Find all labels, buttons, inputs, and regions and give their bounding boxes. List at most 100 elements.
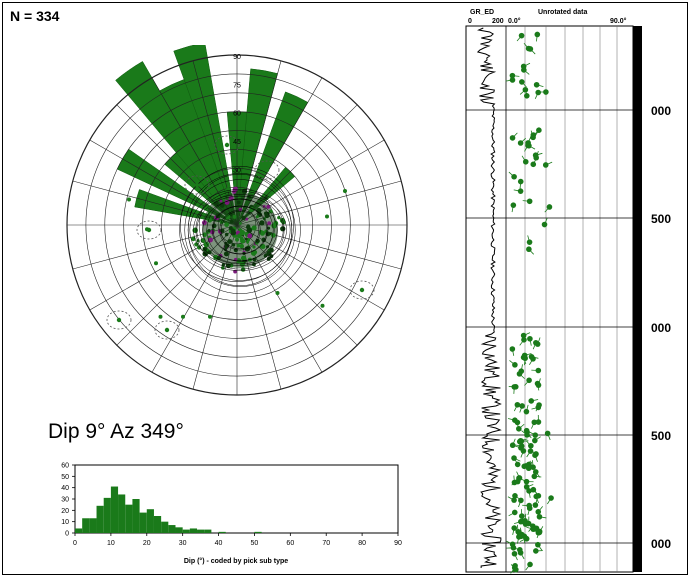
tadpole-head bbox=[519, 403, 525, 409]
histogram-bar bbox=[153, 516, 162, 533]
pole-point bbox=[245, 224, 251, 230]
tadpole-head bbox=[511, 384, 518, 390]
dip-histogram: 0 10 20 30 40 50 60 0 10 20 30 40 50 60 70 80 90 Dip (°… bbox=[61, 463, 402, 566]
depth-label: 500 bbox=[651, 429, 671, 443]
histogram-bar bbox=[254, 531, 262, 533]
outlier-contour bbox=[214, 135, 240, 155]
outlier-contour bbox=[349, 280, 375, 300]
tadpole-head bbox=[532, 502, 539, 508]
histogram-bar bbox=[139, 512, 147, 533]
pole-point bbox=[244, 237, 248, 241]
tadpole-head bbox=[533, 81, 540, 88]
density-contour bbox=[220, 210, 260, 250]
tadpole-head bbox=[517, 188, 524, 194]
pole-point bbox=[271, 232, 276, 238]
pole-point bbox=[225, 214, 231, 220]
outlier-contour bbox=[254, 160, 280, 180]
tadpole-head bbox=[543, 89, 549, 95]
pole-point bbox=[240, 267, 246, 272]
tadpole-head bbox=[533, 339, 539, 346]
histogram-bar bbox=[161, 521, 169, 533]
pole-point bbox=[219, 199, 223, 203]
pole-point bbox=[245, 217, 249, 221]
outlier-point bbox=[359, 287, 365, 293]
histogram-y-ticks: 0 10 20 30 40 50 60 bbox=[61, 463, 75, 538]
pole-point bbox=[268, 209, 273, 214]
pole-point bbox=[238, 207, 243, 212]
tadpole-head bbox=[532, 432, 539, 438]
density-contour bbox=[195, 190, 285, 270]
outlier-point bbox=[145, 227, 149, 232]
rose-petal bbox=[173, 45, 238, 226]
tadpole-head bbox=[509, 77, 516, 83]
histogram-bar bbox=[197, 529, 205, 533]
tadpole-head bbox=[522, 158, 529, 165]
pole-point bbox=[220, 228, 225, 233]
outlier-point bbox=[320, 303, 325, 308]
outlier-point bbox=[158, 314, 163, 319]
histogram-bar bbox=[146, 509, 154, 533]
outlier-point bbox=[325, 214, 329, 219]
image-log-panel: GR_ED 0 200 0.0° Unrotated data 90.0° 00… bbox=[465, 9, 671, 574]
tadpole-head bbox=[518, 368, 525, 375]
gr-scale-max: 200 bbox=[492, 18, 504, 25]
tadpole-head bbox=[511, 509, 518, 516]
tadpole-head bbox=[531, 419, 538, 426]
pole-point bbox=[241, 188, 248, 194]
pole-point bbox=[247, 195, 251, 199]
tadpole-head bbox=[523, 484, 530, 490]
tadpole-head bbox=[528, 442, 534, 449]
tadpole-head bbox=[530, 486, 537, 493]
pole-point bbox=[252, 245, 256, 249]
tadpole-head bbox=[518, 497, 524, 504]
tadpole-head bbox=[520, 332, 527, 339]
dip-track-title: Unrotated data bbox=[538, 9, 588, 16]
rose-ring-label: 45 bbox=[233, 139, 241, 146]
density-contour bbox=[219, 209, 261, 251]
tadpole-head bbox=[514, 401, 521, 408]
x-tick-label: 50 bbox=[251, 540, 259, 547]
density-contour bbox=[187, 173, 293, 287]
pole-point bbox=[221, 196, 226, 202]
pole-point bbox=[221, 263, 226, 267]
outlier-point bbox=[264, 167, 270, 173]
tadpole-head bbox=[509, 346, 516, 352]
tadpole-head bbox=[513, 566, 519, 573]
pole-point bbox=[207, 211, 211, 215]
tadpole-head bbox=[526, 198, 533, 205]
depth-label: 000 bbox=[651, 321, 671, 335]
outlier-point bbox=[116, 317, 122, 323]
tadpole-head bbox=[532, 437, 538, 444]
density-contour bbox=[179, 166, 301, 294]
tadpole-head bbox=[521, 337, 527, 343]
pole-point bbox=[224, 244, 229, 249]
density-contour bbox=[211, 205, 269, 255]
pole-point bbox=[224, 222, 230, 228]
tadpole-head bbox=[548, 495, 554, 501]
tadpole-head bbox=[535, 541, 541, 548]
pole-point bbox=[249, 208, 253, 212]
histogram-bar bbox=[218, 531, 226, 533]
histogram-bar bbox=[82, 518, 90, 533]
outlier-point bbox=[343, 189, 347, 193]
tadpole-head bbox=[511, 525, 518, 531]
depth-bar bbox=[633, 26, 642, 572]
pole-point bbox=[255, 215, 259, 219]
tadpole-head bbox=[536, 402, 542, 408]
x-tick-label: 80 bbox=[358, 540, 366, 547]
tadpole-head bbox=[517, 140, 524, 146]
density-contour bbox=[184, 173, 296, 287]
pole-point bbox=[203, 241, 210, 248]
pole-point bbox=[273, 220, 279, 226]
tadpole-head bbox=[533, 525, 540, 532]
density-contour bbox=[193, 194, 287, 266]
depth-label: 000 bbox=[651, 104, 671, 118]
tadpole-head bbox=[514, 461, 521, 468]
pole-point bbox=[236, 243, 241, 248]
pole-point bbox=[247, 233, 253, 239]
histogram-bar bbox=[103, 497, 111, 533]
x-tick-label: 90 bbox=[394, 540, 402, 547]
tadpole-head bbox=[535, 89, 541, 96]
histogram-x-ticks: 0 10 20 30 40 50 60 70 80 90 bbox=[73, 533, 402, 547]
tadpole-head bbox=[526, 246, 532, 253]
